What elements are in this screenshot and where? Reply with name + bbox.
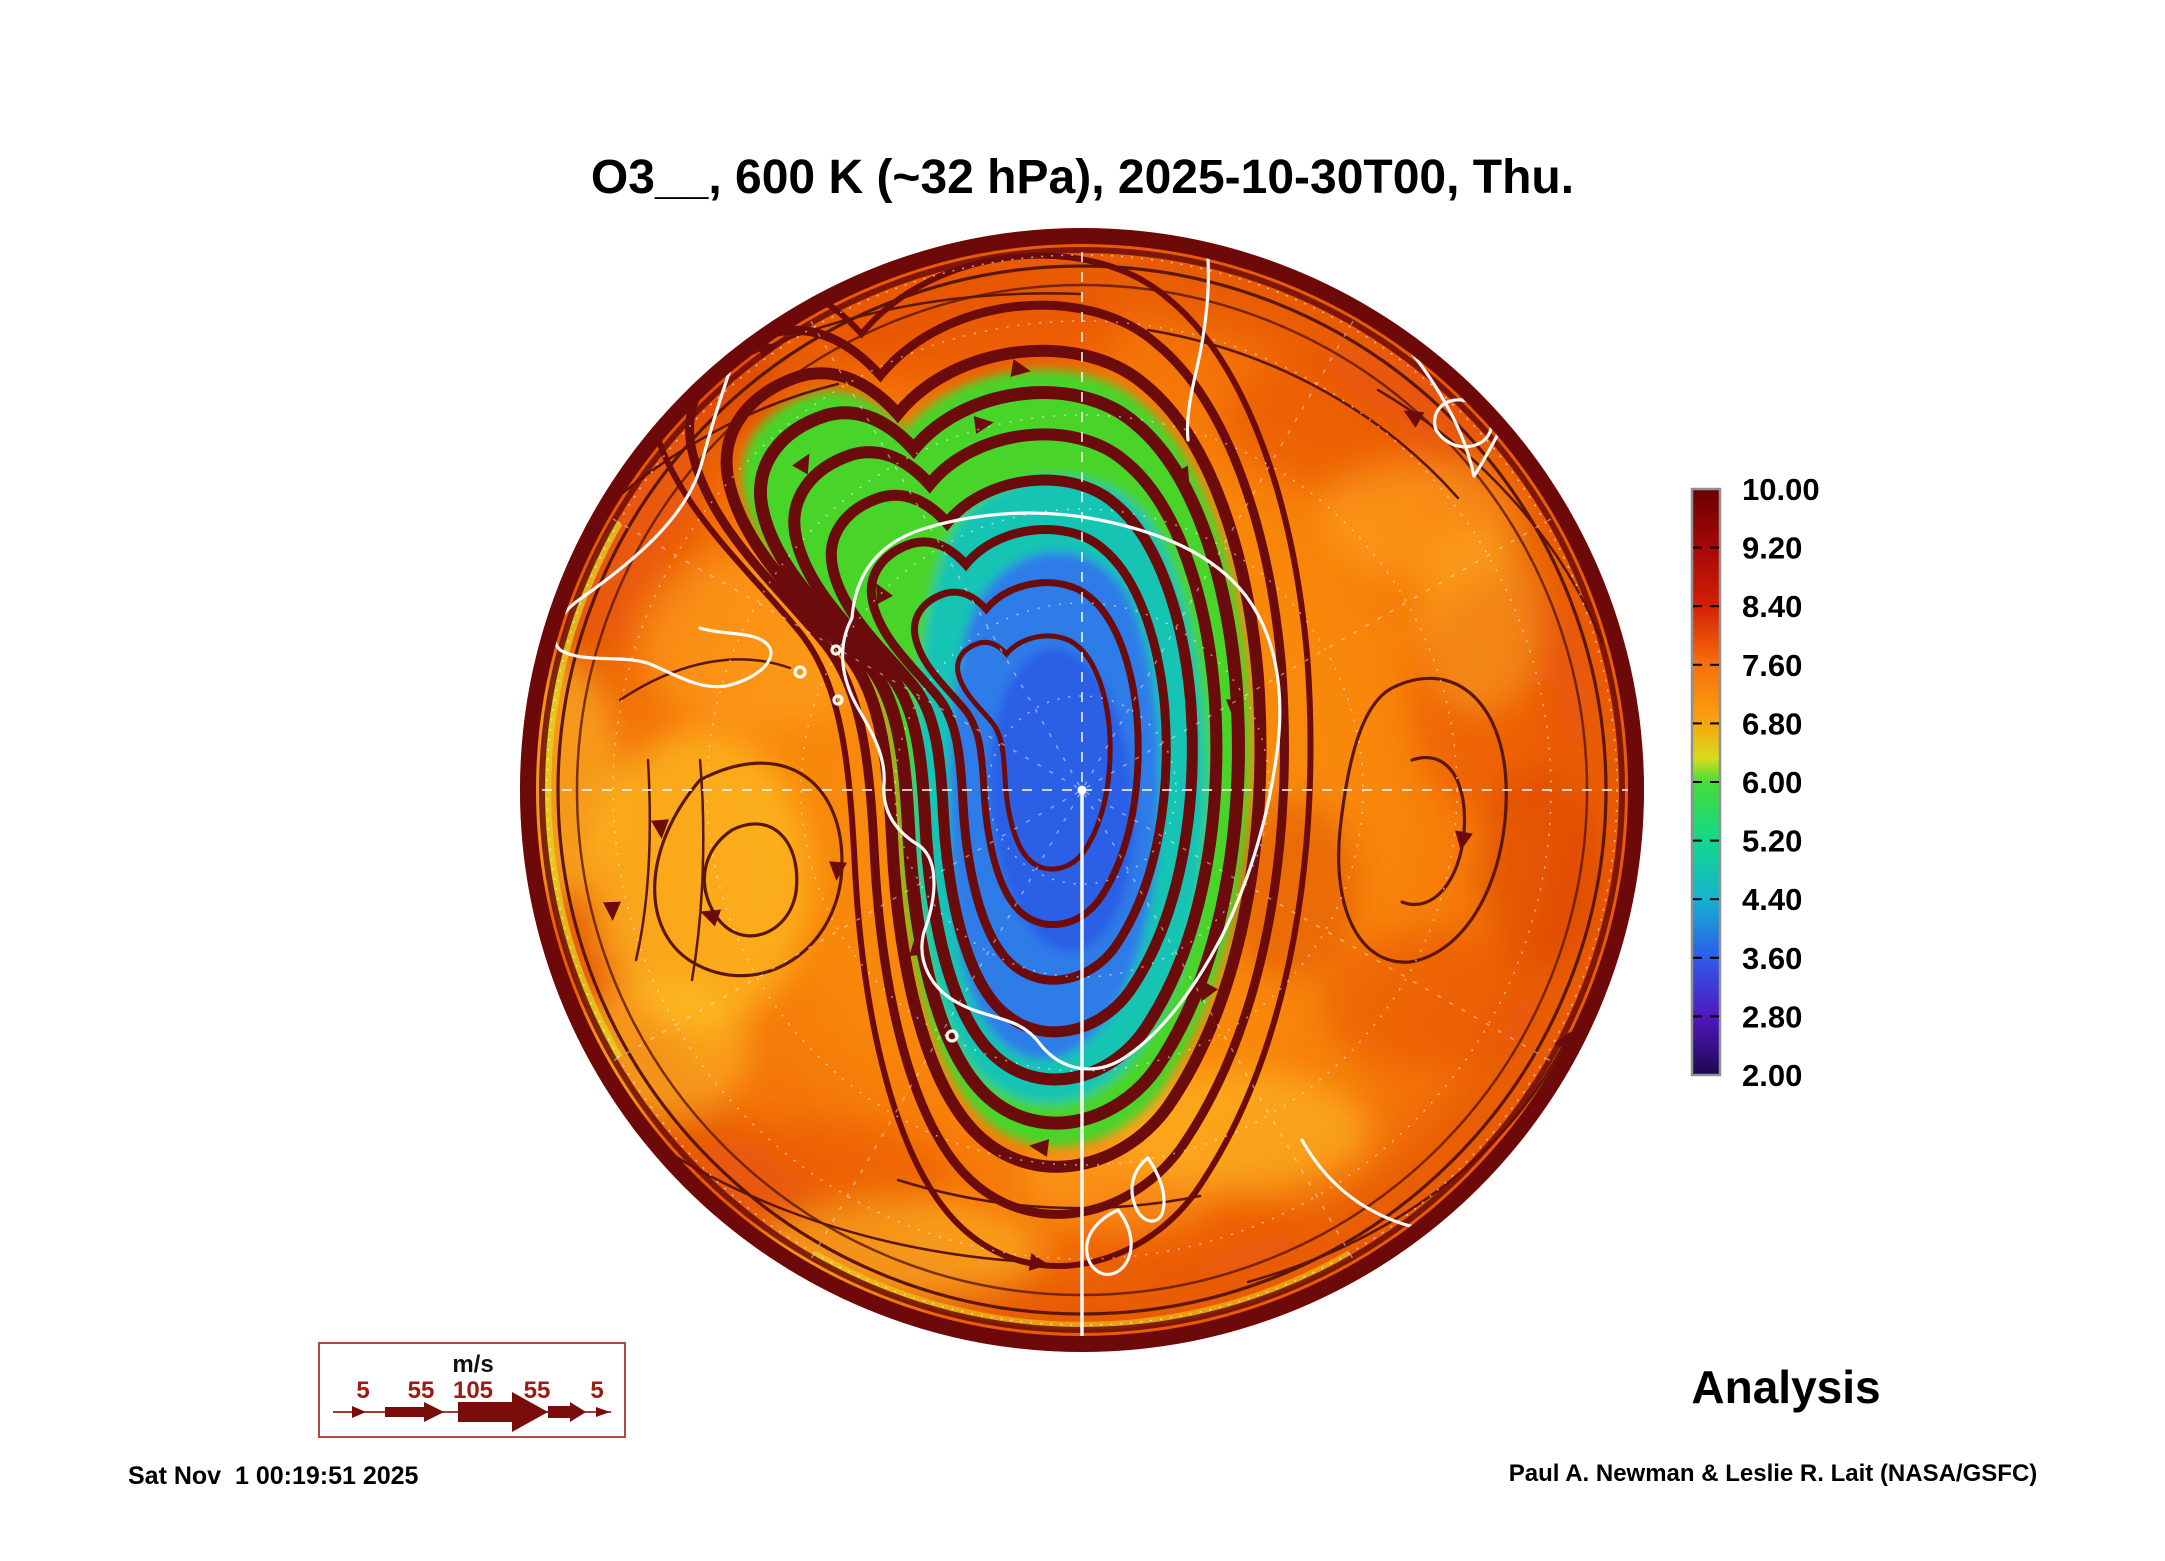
wind-speed-label: 105 bbox=[453, 1377, 493, 1404]
colorbar-tick-label: 4.40 bbox=[1742, 882, 1802, 917]
timestamp: Sat Nov 1 00:19:51 2025 bbox=[128, 1462, 419, 1490]
credit: Paul A. Newman & Leslie R. Lait (NASA/GS… bbox=[1508, 1460, 2038, 1487]
colorbar-ticks bbox=[1693, 546, 1719, 1018]
coastline-new-zealand-south bbox=[1085, 1208, 1133, 1276]
island bbox=[793, 665, 807, 679]
colorbar-tick-label: 6.00 bbox=[1742, 765, 1802, 800]
wind-legend-speed-labels: 5 55 105 55 5 bbox=[356, 1377, 603, 1404]
island bbox=[832, 694, 844, 706]
colorbar-tick-label: 10.00 bbox=[1742, 472, 1820, 507]
graticule bbox=[522, 232, 1642, 1348]
wind-speed-label: 5 bbox=[590, 1377, 603, 1404]
colorbar-tick-label: 2.00 bbox=[1742, 1058, 1802, 1093]
wind-speed-label: 5 bbox=[356, 1377, 369, 1404]
island bbox=[945, 1029, 959, 1043]
colorbar-tick-labels: 10.00 9.20 8.40 7.60 6.80 6.00 5.20 4.40 3.60 2.8… bbox=[1742, 472, 1820, 1093]
coastline-antarctica bbox=[840, 511, 1282, 1071]
wind-legend-arrow-glyph bbox=[333, 1392, 611, 1432]
colorbar-tick-label: 3.60 bbox=[1742, 941, 1802, 976]
colorbar-tick-label: 2.80 bbox=[1742, 999, 1802, 1034]
ozone-hole-vortex bbox=[741, 369, 1251, 1147]
wind-legend-units: m/s bbox=[452, 1351, 493, 1378]
colorbar-tick-label: 8.40 bbox=[1742, 589, 1802, 624]
analysis-label: Analysis bbox=[1691, 1361, 1881, 1413]
ozone-map bbox=[520, 228, 1644, 1352]
vortex-core bbox=[989, 648, 1135, 952]
coastline-new-zealand-north bbox=[1130, 1156, 1166, 1223]
south-pole-marker bbox=[1077, 785, 1087, 795]
page-title: O3__, 600 K (~32 hPa), 2025-10-30T00, Th… bbox=[590, 151, 1575, 204]
wind-speed-legend: m/s 5 55 105 55 5 bbox=[318, 1342, 626, 1438]
coastline-madagascar bbox=[1433, 398, 1493, 449]
map-rim bbox=[520, 228, 1644, 1352]
colorbar-tick-label: 7.60 bbox=[1742, 648, 1802, 683]
wind-speed-label: 55 bbox=[408, 1377, 435, 1404]
colorbar-tick-label: 9.20 bbox=[1742, 531, 1802, 566]
coastline-south-america bbox=[552, 294, 773, 689]
colorbar-tick-label: 6.80 bbox=[1742, 706, 1802, 741]
colorbar-tick-label: 5.20 bbox=[1742, 824, 1802, 859]
wind-speed-label: 55 bbox=[524, 1377, 551, 1404]
coastlines bbox=[552, 236, 1562, 1276]
island bbox=[830, 644, 842, 656]
colorbar: 10.00 9.20 8.40 7.60 6.80 6.00 5.20 4.40 3.60 2.8… bbox=[1690, 472, 1820, 1093]
coastline-rim-fragment bbox=[1185, 236, 1210, 442]
